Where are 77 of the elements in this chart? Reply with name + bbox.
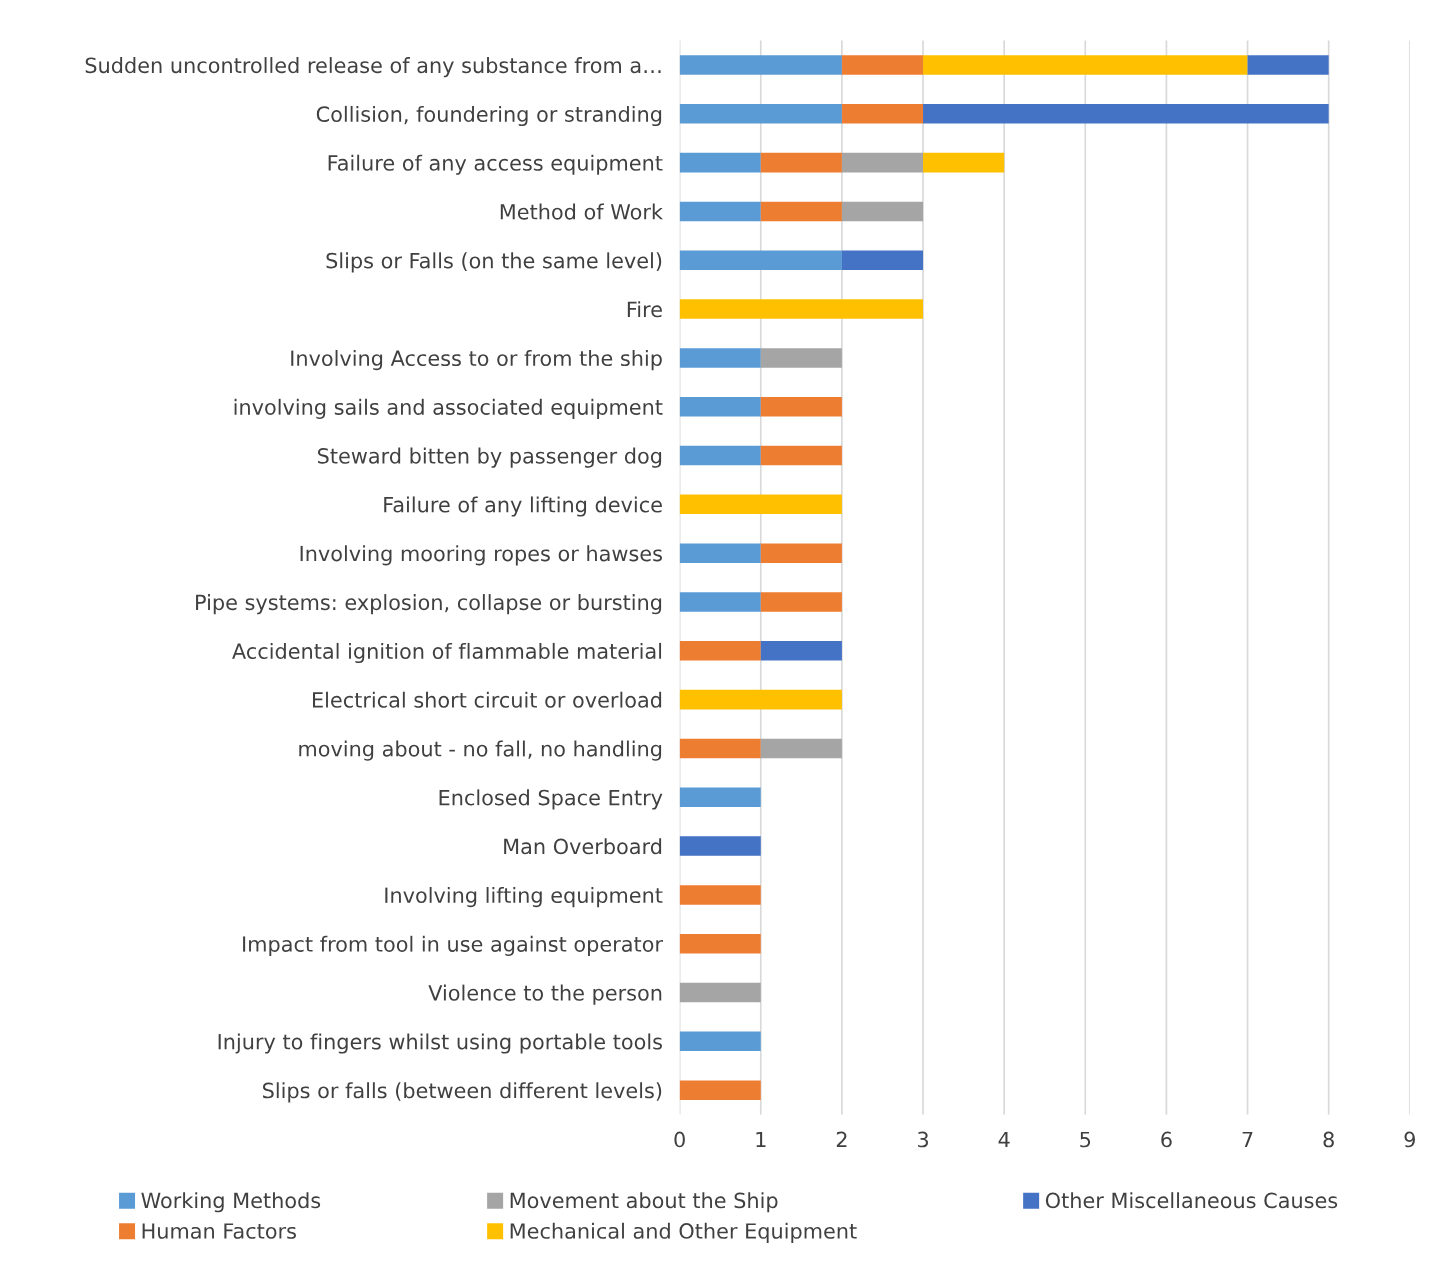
x-tick-label: 9: [1404, 1131, 1415, 1148]
bar: [1247, 55, 1329, 75]
y-tick-label: Involving lifting equipment: [385, 886, 663, 908]
y-tick-label: Involving Access to or from the ship: [291, 349, 662, 371]
y-tick-label: Involving mooring ropes or hawses: [300, 545, 662, 566]
bar: [760, 445, 842, 466]
x-tick-label: 3: [918, 1131, 928, 1148]
y-tick-label: Slips or Falls (on the same level): [326, 252, 662, 273]
bar: [760, 348, 842, 368]
bar: [679, 738, 761, 759]
bar: [760, 396, 842, 417]
y-tick-label: Pipe systems: explosion, collapse or bursting: [196, 594, 662, 615]
bar: [841, 250, 924, 271]
y-tick-label: Enclosed Space Entry: [439, 789, 663, 810]
bar: [679, 543, 761, 563]
bar: [679, 641, 761, 661]
y-tick-label: Failure of any lifting device: [384, 496, 662, 517]
bar: [679, 348, 761, 368]
x-tick-label: 0: [674, 1131, 685, 1148]
bar: [923, 152, 1005, 173]
bar: [841, 55, 924, 75]
y-tick-label: Impact from tool in use against operator: [243, 935, 663, 956]
bar: [679, 1080, 761, 1100]
bar: [679, 836, 761, 856]
bar: [841, 201, 924, 222]
y-tick-label: Injury to fingers whilst using portable tools: [218, 1033, 662, 1054]
bar: [679, 982, 761, 1003]
y-tick-label: Slips or falls (between different levels): [263, 1082, 662, 1103]
legend-label: Other Miscellaneous Causes: [1045, 1192, 1338, 1209]
bar: [679, 933, 761, 954]
y-tick-label: Sudden uncontrolled release of any substance from a…: [85, 57, 661, 78]
bar: [679, 104, 842, 124]
y-tick-label: Method of Work: [500, 203, 663, 220]
x-tick-label: 2: [836, 1131, 847, 1148]
x-tick-label: 8: [1323, 1131, 1334, 1148]
y-tick-label: Steward bitten by passenger dog: [317, 447, 662, 468]
bar: [923, 104, 1329, 124]
x-tick-label: 4: [998, 1131, 1010, 1148]
bar: [760, 543, 842, 563]
bar: [679, 55, 842, 75]
bar: [679, 592, 761, 612]
y-tick-label: Electrical short circuit or overload: [313, 691, 662, 708]
x-tick-label: 6: [1161, 1131, 1172, 1148]
bar: [679, 494, 842, 515]
y-tick-label: Accidental ignition of flammable material: [232, 642, 662, 664]
bar: [679, 1031, 761, 1052]
x-tick-label: 5: [1080, 1131, 1091, 1148]
bar: [679, 299, 924, 319]
bar: [679, 396, 761, 417]
bar: [923, 55, 1248, 75]
bar: [760, 641, 842, 661]
y-tick-label: Violence to the person: [428, 984, 662, 1005]
y-tick-label: moving about - no fall, no handling: [299, 740, 662, 761]
bar: [841, 104, 924, 124]
y-tick-label: Fire: [627, 301, 662, 318]
legend-label: Movement about the Ship: [510, 1192, 778, 1213]
y-tick-label: Failure of any access equipment: [328, 154, 663, 175]
x-tick-label: 1: [756, 1131, 766, 1148]
bar: [760, 592, 842, 612]
bar: [679, 250, 842, 271]
bar: [679, 885, 761, 905]
bar: [760, 738, 842, 759]
bar: [679, 787, 761, 808]
bar: [679, 201, 761, 222]
bar: [679, 689, 842, 710]
bar: [679, 445, 761, 466]
x-tick-label: 7: [1242, 1131, 1253, 1148]
bar: [760, 152, 842, 173]
bar: [760, 201, 842, 222]
legend-label: Mechanical and Other Equipment: [510, 1222, 857, 1243]
legend-label: Working Methods: [141, 1192, 321, 1213]
legend-label: Human Factors: [142, 1223, 296, 1239]
y-tick-label: Man Overboard: [504, 838, 662, 855]
y-tick-label: Collision, foundering or stranding: [316, 105, 662, 127]
bar: [679, 152, 761, 173]
y-tick-label: involving sails and associated equipment: [234, 398, 663, 419]
bar: [841, 152, 924, 173]
